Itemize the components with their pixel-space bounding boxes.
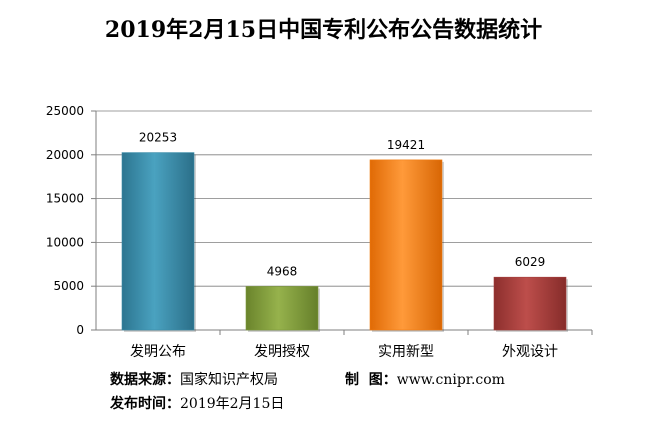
publish-date: 发布时间：2019年2月15日 xyxy=(110,393,284,413)
data-label: 4968 xyxy=(267,264,298,278)
data-source-value: 国家知识产权局 xyxy=(180,372,278,388)
y-tick-label: 5000 xyxy=(53,279,84,293)
y-tick-label: 25000 xyxy=(46,104,84,118)
x-tick-label: 实用新型 xyxy=(378,344,434,360)
chart-credit: 制 图：www.cnipr.com xyxy=(345,369,505,389)
y-tick-label: 10000 xyxy=(46,235,84,249)
x-tick-label: 发明授权 xyxy=(254,344,310,360)
publish-date-value: 2019年2月15日 xyxy=(180,396,285,412)
publish-date-label: 发布时间： xyxy=(110,396,180,412)
x-tick-label: 外观设计 xyxy=(502,344,558,360)
bar-3 xyxy=(369,159,443,331)
data-source-label: 数据来源： xyxy=(110,372,180,388)
data-label: 6029 xyxy=(515,255,546,269)
y-tick-label: 0 xyxy=(76,323,84,337)
bar-2 xyxy=(245,286,319,331)
bar-4 xyxy=(493,276,567,331)
data-label: 19421 xyxy=(387,138,425,152)
data-source: 数据来源：国家知识产权局 xyxy=(110,369,278,389)
y-tick-label: 15000 xyxy=(46,192,84,206)
bar-1 xyxy=(121,152,195,331)
data-label: 20253 xyxy=(139,131,177,145)
y-tick-label: 20000 xyxy=(46,148,84,162)
chart-credit-value: www.cnipr.com xyxy=(396,372,505,388)
chart-title: 2019年2月15日中国专利公布公告数据统计 xyxy=(104,17,543,43)
chart-credit-label: 制 图： xyxy=(345,372,397,388)
x-tick-label: 发明公布 xyxy=(130,344,186,360)
